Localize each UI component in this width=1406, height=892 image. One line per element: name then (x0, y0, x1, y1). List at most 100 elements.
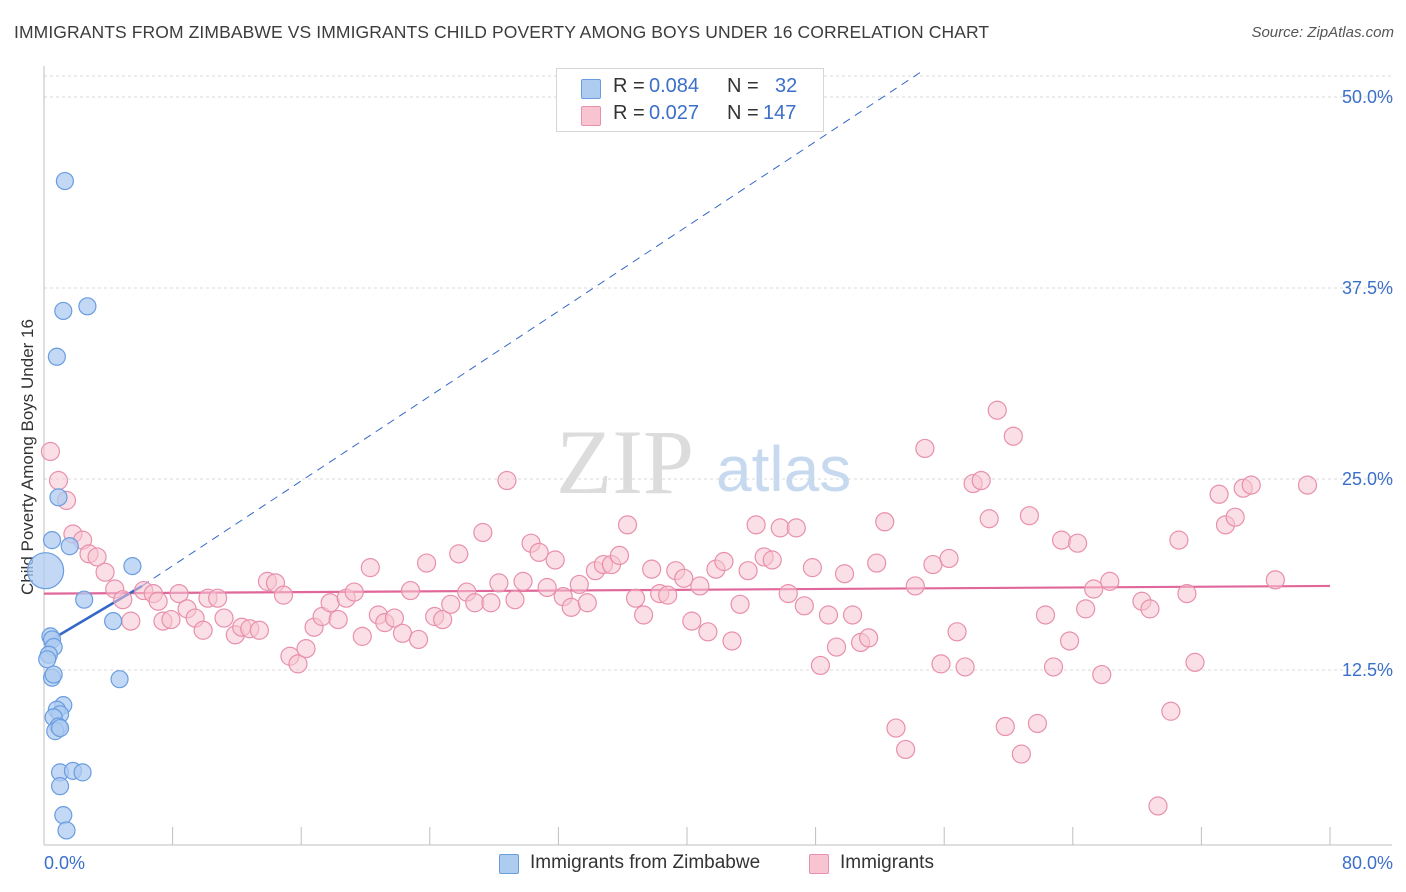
immigrants-point (433, 609, 453, 630)
legend-n-label: N = (727, 75, 759, 97)
immigrants-point (1084, 579, 1104, 599)
immigrants-point (95, 562, 115, 582)
immigrants-point (625, 588, 646, 608)
immigrants-point (561, 597, 581, 617)
immigrants-point (400, 580, 421, 601)
immigrants-point (746, 515, 766, 535)
immigrants-point (360, 558, 380, 578)
bottom-legend-swatch-pink (809, 854, 829, 874)
immigrants-point (161, 609, 181, 630)
immigrants-point (489, 573, 509, 593)
immigrants-point (1059, 631, 1080, 651)
immigrants-point (859, 628, 879, 648)
zimbabwe-point (54, 301, 73, 321)
immigrants-point (273, 585, 294, 605)
immigrants-point (714, 551, 734, 572)
immigrants-point (633, 605, 654, 625)
immigrants-point (1265, 570, 1285, 590)
immigrants-point (896, 739, 916, 760)
y-tick-label: 37.5% (1342, 278, 1393, 298)
immigrants-point (931, 654, 951, 674)
immigrants-point (609, 545, 630, 566)
immigrants-point (441, 594, 461, 614)
legend-r-value: 0.084 (649, 75, 700, 97)
immigrants-point (786, 518, 806, 538)
immigrants-point (408, 629, 429, 650)
immigrants-point (1169, 530, 1189, 550)
legend-swatch-pink (581, 106, 601, 126)
watermark-zip: ZIP (556, 411, 694, 513)
immigrants-point (1140, 599, 1160, 619)
immigrants-point (738, 561, 758, 581)
immigrants-point (288, 654, 308, 674)
immigrants-point (121, 611, 141, 631)
immigrants-point (923, 554, 943, 575)
immigrants-point (113, 590, 133, 610)
zimbabwe-point (50, 718, 70, 738)
zimbabwe-point (110, 670, 129, 689)
x-tick-label-min: 0.0% (44, 853, 85, 873)
immigrants-point (875, 512, 895, 532)
immigrants-point (770, 518, 790, 538)
zimbabwe-points (27, 171, 142, 840)
immigrants-point (384, 608, 405, 628)
immigrants-point (449, 544, 469, 564)
immigrants-point (698, 622, 718, 642)
zimbabwe-point (78, 297, 97, 316)
immigrants-point (658, 585, 678, 605)
immigrants-point (939, 548, 959, 569)
watermark-atlas: atlas (716, 433, 851, 505)
source-label: Source: ZipAtlas.com (1251, 24, 1394, 41)
zimbabwe-point (50, 777, 70, 796)
immigrants-point (505, 590, 525, 610)
immigrants-point (465, 593, 485, 613)
immigrants-point (826, 637, 847, 657)
zimbabwe-point (60, 537, 79, 556)
immigrants-point (995, 716, 1015, 737)
gridlines (44, 75, 1392, 671)
immigrants-point (1100, 571, 1120, 591)
immigrants-point (208, 588, 228, 608)
immigrants-point (344, 582, 364, 602)
immigrants-point (249, 620, 270, 640)
zimbabwe-point (42, 531, 62, 550)
immigrants-point (987, 400, 1007, 420)
zimbabwe-point (73, 763, 92, 782)
immigrants-point (674, 568, 694, 588)
immigrants-point (148, 591, 168, 611)
bottom-legend-label: Immigrants from Zimbabwe (530, 852, 761, 873)
immigrants-point (690, 576, 710, 596)
immigrants-point (1177, 583, 1197, 604)
legend-n-value: 147 (763, 102, 797, 124)
immigrants-point (1068, 533, 1088, 553)
immigrants-point (802, 558, 822, 578)
legend-n-value: 32 (775, 75, 798, 97)
immigrants-point (1241, 475, 1261, 495)
immigrants-point (48, 470, 69, 491)
legend-n-label: N = (727, 102, 759, 124)
immigrants-point (1019, 506, 1039, 526)
immigrants-point (40, 441, 61, 462)
bottom-legend-swatch-blue (499, 854, 519, 874)
trend-lines (43, 72, 1331, 646)
chart-title: IMMIGRANTS FROM ZIMBABWE VS IMMIGRANTS C… (14, 22, 990, 42)
immigrants-point (320, 593, 340, 613)
immigrants-point (947, 622, 967, 642)
immigrants-point (545, 550, 565, 570)
immigrants-point (1035, 605, 1056, 625)
immigrants-point (1051, 530, 1072, 550)
immigrants-point (834, 564, 855, 584)
zimbabwe-point (104, 612, 123, 631)
immigrants-point (905, 576, 925, 596)
y-tick-label: 50.0% (1342, 87, 1393, 107)
immigrants-point (569, 574, 589, 595)
immigrants-point (617, 515, 638, 535)
legend-r-label: R = (613, 102, 645, 124)
immigrants-point (642, 559, 662, 579)
immigrants-point (214, 608, 234, 628)
immigrants-point (481, 593, 501, 613)
immigrants-point (473, 522, 493, 543)
zimbabwe-point (38, 650, 57, 669)
immigrants-point (1003, 426, 1023, 446)
